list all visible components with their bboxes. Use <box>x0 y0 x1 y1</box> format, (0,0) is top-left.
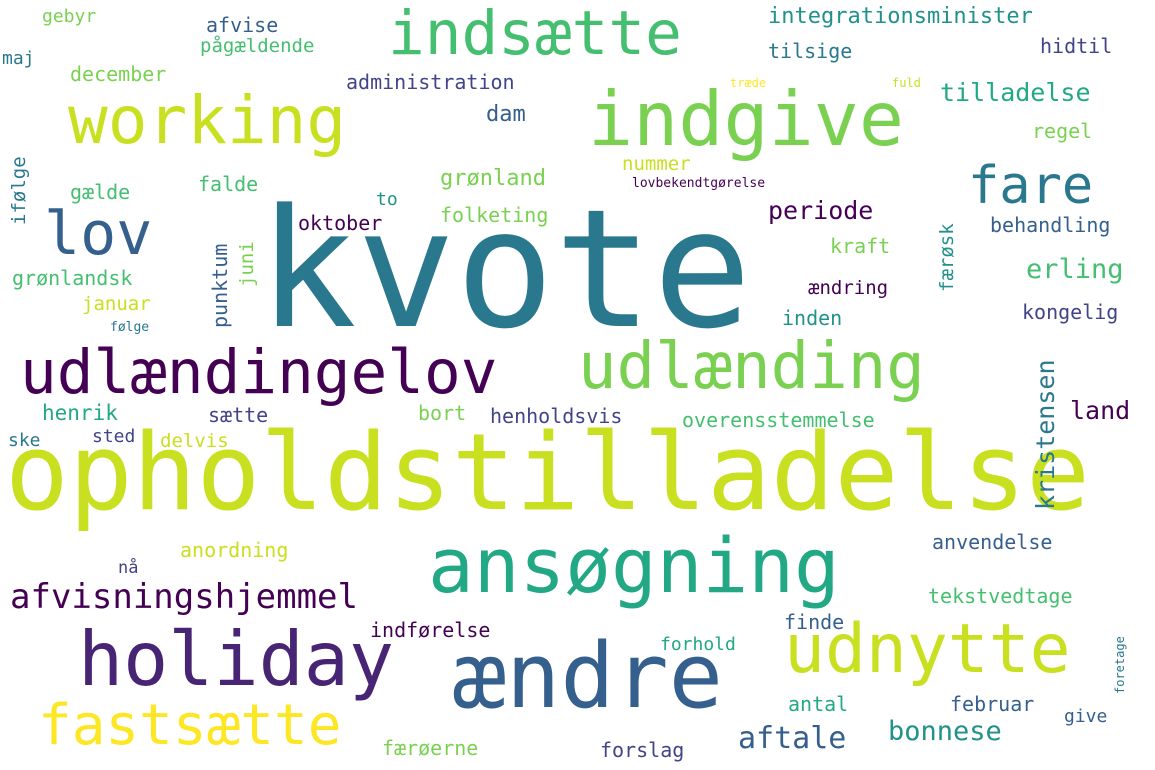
word-aendre: ændre <box>452 624 723 729</box>
word-bonnese: bonnese <box>888 716 1002 747</box>
word-kristensen: kristensen <box>1031 359 1060 510</box>
word-lov: lov <box>44 199 153 269</box>
word-faeroeerne: færøerne <box>382 736 479 760</box>
word-maj: maj <box>2 48 35 69</box>
word-tilladelse: tilladelse <box>940 78 1091 107</box>
word-henholdsvis: henholdsvis <box>490 404 623 428</box>
word-bort: bort <box>418 401 467 425</box>
word-indfoerelse: indførelse <box>370 618 491 642</box>
word-tekstvedtage: tekstvedtage <box>928 584 1073 608</box>
word-integrationsminister: integrationsminister <box>768 4 1033 29</box>
word-kvote: kvote <box>258 174 752 365</box>
word-ifoelge: ifølge <box>8 156 30 225</box>
word-punktum: punktum <box>208 243 232 328</box>
word-gebyr: gebyr <box>42 6 97 27</box>
word-traede: træde <box>730 76 767 90</box>
word-falde: falde <box>198 172 259 196</box>
word-nummer: nummer <box>622 153 691 175</box>
word-foelge: følge <box>110 320 150 335</box>
word-kraft: kraft <box>830 234 891 258</box>
word-inden: inden <box>782 306 843 330</box>
word-afvise: afvise <box>206 13 279 37</box>
word-regel: regel <box>1032 119 1093 143</box>
word-holiday: holiday <box>78 615 395 703</box>
word-overensstemmelse: overensstemmelse <box>682 408 875 432</box>
word-foretage: foretage <box>1113 636 1127 694</box>
word-delvis: delvis <box>160 430 229 452</box>
word-tilsige: tilsige <box>768 39 853 63</box>
word-folketing: folketing <box>440 203 549 227</box>
word-fuld: fuld <box>892 76 921 90</box>
word-paagaeldende: pågældende <box>200 35 315 57</box>
word-ske: ske <box>8 430 41 451</box>
word-behandling: behandling <box>990 213 1111 237</box>
word-ansoegning: ansøgning <box>428 521 840 610</box>
word-forslag: forslag <box>600 738 685 762</box>
word-sted: sted <box>92 426 136 447</box>
word-dam: dam <box>486 102 526 127</box>
word-indgive: indgive <box>588 75 905 163</box>
word-afvisningshjemmel: afvisningshjemmel <box>10 577 358 617</box>
word-aftale: aftale <box>738 721 847 756</box>
word-udnytte: udnytte <box>784 610 1071 689</box>
word-oktober: oktober <box>298 211 383 235</box>
word-aendring: ændring <box>808 277 889 299</box>
word-juni: juni <box>236 241 258 287</box>
word-finde: finde <box>784 610 845 634</box>
word-groenlandsk: grønlandsk <box>12 266 133 290</box>
word-hidtil: hidtil <box>1040 34 1113 58</box>
word-saette: sætte <box>208 403 269 427</box>
word-januar: januar <box>82 293 151 315</box>
word-anordning: anordning <box>180 538 289 562</box>
word-gaelde: gælde <box>70 180 131 204</box>
word-anvendelse: anvendelse <box>932 530 1053 554</box>
word-naa: nå <box>118 558 139 578</box>
word-lovbekendtgoerelse: lovbekendtgørelse <box>632 176 766 191</box>
word-fastsaette: fastsætte <box>38 693 342 758</box>
word-administration: administration <box>346 70 515 94</box>
word-henrik: henrik <box>42 401 118 425</box>
word-working: working <box>68 82 347 159</box>
word-groenland: grønland <box>440 166 546 191</box>
word-opholdstilladelse: opholdstilladelse <box>5 411 1090 534</box>
word-fare: fare <box>968 156 1094 216</box>
word-forhold: forhold <box>660 634 736 655</box>
word-erling: erling <box>1026 254 1124 285</box>
word-december: december <box>70 62 167 86</box>
word-to: to <box>376 189 398 210</box>
word-periode: periode <box>768 196 874 225</box>
word-give: give <box>1064 706 1108 727</box>
word-antal: antal <box>788 692 849 716</box>
word-indsaette: indsætte <box>388 0 682 69</box>
word-udlaendingelov: udlændingelov <box>20 337 498 408</box>
word-udlaending: udlænding <box>578 330 925 404</box>
word-faeroesk: færøsk <box>936 223 958 292</box>
word-land: land <box>1070 396 1131 425</box>
word-februar: februar <box>950 692 1035 716</box>
word-kongelig: kongelig <box>1022 300 1119 324</box>
